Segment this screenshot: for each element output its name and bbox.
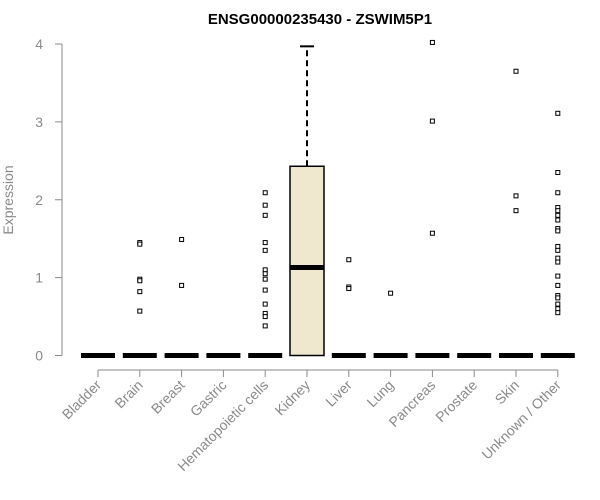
x-tick-label: Skin	[492, 377, 523, 408]
outlier-point	[555, 301, 561, 307]
outlier-point	[262, 240, 268, 246]
x-tick-label: Unknown / Other	[478, 377, 564, 463]
outlier-point	[137, 241, 143, 247]
outlier-point	[555, 190, 561, 196]
outlier-point	[429, 118, 435, 124]
outlier-point	[555, 217, 561, 223]
x-tick-label: Brain	[111, 377, 145, 411]
outlier-point	[555, 310, 561, 316]
box-group	[164, 236, 199, 358]
outlier-point	[137, 278, 143, 284]
outlier-point	[555, 110, 561, 116]
x-tick-label: Lung	[363, 377, 396, 410]
outlier-point	[555, 282, 561, 288]
outlier-point	[513, 68, 519, 74]
box-group	[122, 240, 157, 358]
outlier-point	[137, 308, 143, 314]
box-rect	[289, 165, 325, 357]
outlier-point	[555, 169, 561, 175]
outlier-point	[262, 202, 268, 208]
outlier-point	[262, 276, 268, 282]
outlier-point	[262, 314, 268, 320]
outlier-point	[262, 287, 268, 293]
outlier-point	[555, 228, 561, 234]
outlier-point	[513, 193, 519, 199]
box-group	[373, 290, 408, 358]
x-tick-label: Liver	[322, 377, 355, 410]
outlier-point	[388, 290, 394, 296]
outlier-point	[179, 236, 185, 242]
outlier-point	[429, 39, 435, 45]
outlier-point	[262, 212, 268, 218]
outlier-point	[555, 259, 561, 265]
outlier-point	[555, 212, 561, 218]
box-group	[331, 257, 366, 358]
y-tick-label: 1	[35, 270, 43, 286]
outlier-point	[513, 208, 519, 214]
box-group	[415, 39, 450, 358]
y-tick-label: 4	[35, 36, 43, 52]
y-tick-label: 0	[35, 348, 43, 364]
x-tick-label: Kidney	[272, 377, 314, 419]
outlier-point	[262, 271, 268, 277]
outlier-point	[346, 257, 352, 263]
outlier-point	[429, 230, 435, 236]
boxes-layer	[81, 39, 575, 358]
x-tick-label: Bladder	[59, 377, 105, 423]
box-group	[248, 190, 283, 358]
outlier-point	[555, 273, 561, 279]
outlier-point	[262, 301, 268, 307]
y-tick-label: 3	[35, 114, 43, 130]
x-tick-label: Prostate	[432, 377, 480, 425]
box-group	[289, 45, 325, 357]
outlier-point	[262, 323, 268, 329]
x-tick-label: Breast	[148, 377, 188, 417]
outlier-point	[137, 289, 143, 295]
y-tick-label: 2	[35, 192, 43, 208]
outlier-point	[262, 190, 268, 196]
outlier-point	[179, 282, 185, 288]
outlier-point	[555, 295, 561, 301]
box-group	[540, 110, 575, 358]
outlier-point	[346, 286, 352, 292]
chart-title: ENSG00000235430 - ZSWIM5P1	[208, 11, 432, 28]
y-axis-label: Expression	[0, 165, 16, 234]
outlier-point	[262, 247, 268, 253]
outlier-point	[555, 247, 561, 253]
outlier-point	[555, 208, 561, 214]
box-group	[499, 68, 533, 358]
